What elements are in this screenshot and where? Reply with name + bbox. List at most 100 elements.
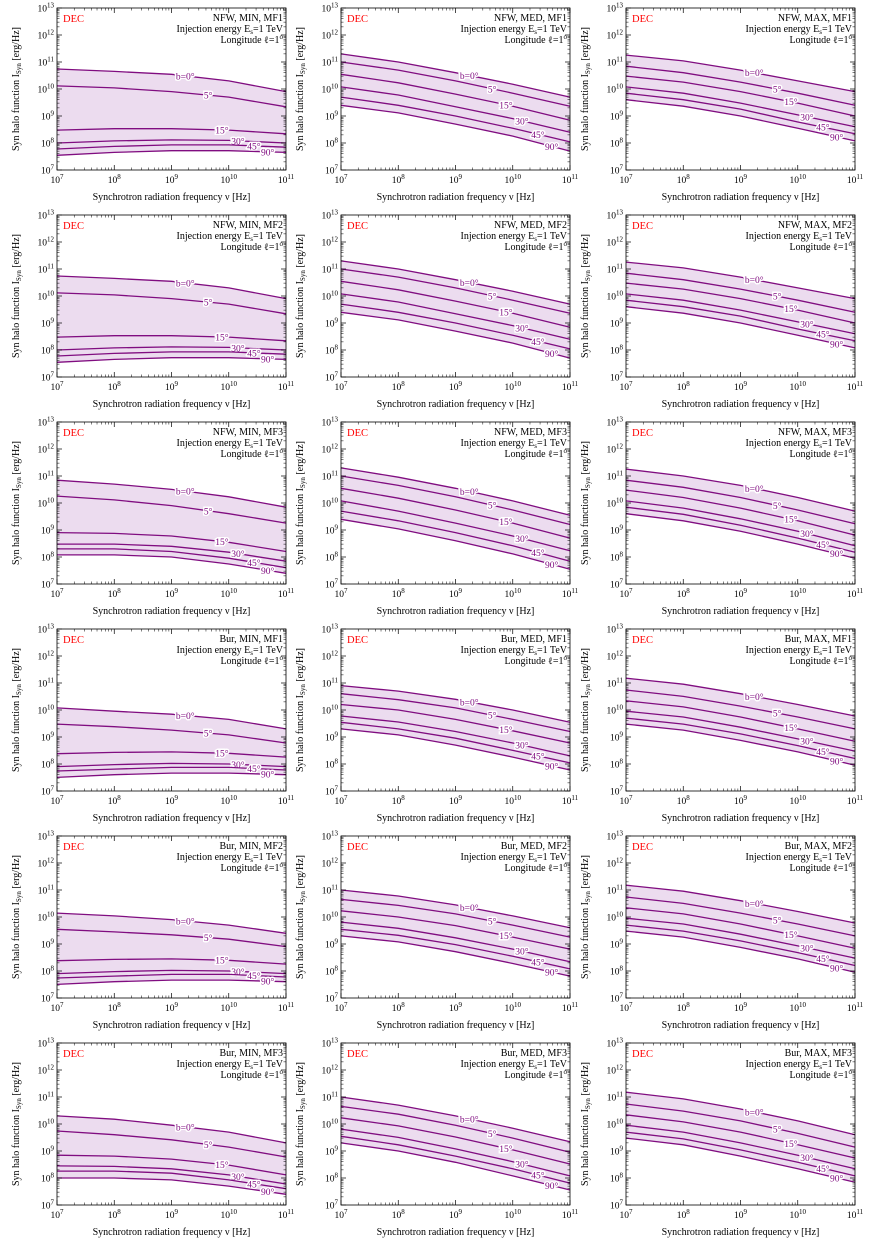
x-tick-label: 1011	[278, 173, 295, 186]
y-tick-label: 1013	[38, 209, 55, 222]
y-tick-label: 1011	[607, 677, 624, 690]
series-line	[56, 772, 287, 779]
x-tick-label: 1011	[847, 587, 864, 600]
injection-energy: Injection energy Es=1 TeV	[177, 438, 284, 450]
y-tick-label: 109	[325, 317, 339, 330]
series-label: 30°	[800, 529, 814, 540]
y-tick-label: 1013	[322, 1037, 339, 1050]
x-tick-label: 107	[335, 380, 349, 393]
series-label: 15°	[784, 723, 798, 734]
series-line	[625, 500, 856, 547]
longitude-label: Longitude ℓ=1o	[789, 1068, 852, 1081]
y-tick-label: 1011	[607, 263, 624, 276]
longitude-label: Longitude ℓ=1o	[220, 33, 283, 46]
y-tick-label: 107	[41, 992, 55, 1005]
longitude-label: Longitude ℓ=1o	[789, 654, 852, 667]
panel-title: Bur, MED, MF1	[501, 634, 567, 645]
injection-energy: Injection energy Es=1 TeV	[177, 645, 284, 657]
longitude-label: Longitude ℓ=1o	[220, 861, 283, 874]
longitude-label: Longitude ℓ=1o	[220, 1068, 283, 1081]
y-tick-label: 1011	[322, 884, 339, 897]
x-tick-label: 1011	[847, 1001, 864, 1014]
series-line	[56, 346, 287, 351]
series-line	[625, 261, 856, 300]
series-label: 45°	[247, 1179, 261, 1190]
series-line	[340, 104, 571, 152]
series-line	[340, 715, 571, 757]
dec-label: DEC	[347, 221, 368, 232]
y-tick-label: 109	[41, 317, 55, 330]
panel-title: NFW, MAX, MF3	[778, 427, 852, 438]
x-tick-label: 107	[51, 173, 65, 186]
panel-title: NFW, MIN, MF3	[213, 427, 283, 438]
y-tick-label: 109	[610, 1145, 624, 1158]
series-line	[340, 280, 571, 328]
y-tick-label: 1011	[322, 1091, 339, 1104]
y-tick-label: 1011	[607, 470, 624, 483]
series-line	[340, 1135, 571, 1184]
series-line	[56, 150, 287, 156]
series-label: 5°	[773, 501, 782, 512]
y-tick-label: 108	[325, 137, 339, 150]
injection-energy: Injection energy Es=1 TeV	[461, 438, 568, 450]
y-tick-label: 1011	[322, 263, 339, 276]
x-tick-label: 109	[734, 380, 748, 393]
x-tick-label: 1011	[562, 1208, 579, 1221]
series-label: b=0°	[745, 692, 764, 703]
y-tick-label: 1012	[322, 650, 339, 663]
series-label: b=0°	[460, 278, 479, 289]
x-tick-label: 109	[165, 794, 179, 807]
x-tick-label: 108	[392, 173, 406, 186]
series-line	[625, 99, 856, 142]
x-tick-label: 109	[449, 380, 463, 393]
dec-label: DEC	[63, 221, 84, 232]
uncertainty-band	[626, 1092, 855, 1183]
series-label: 15°	[499, 307, 513, 318]
y-axis-label: Syn halo function ISyn [erg/Hz]	[295, 1062, 307, 1186]
y-axis-label: Syn halo function ISyn [erg/Hz]	[11, 27, 23, 151]
series-line	[57, 1177, 287, 1195]
y-tick-label: 1013	[38, 416, 55, 429]
x-tick-label: 107	[335, 794, 349, 807]
y-tick-label: 109	[41, 1145, 55, 1158]
series-line	[340, 86, 571, 133]
y-tick-label: 1012	[322, 29, 339, 42]
series-label: 15°	[784, 515, 798, 526]
x-tick-label: 108	[392, 380, 406, 393]
series-label: 15°	[499, 931, 513, 942]
x-axis-label: Synchrotron radiation frequency ν [Hz]	[377, 813, 535, 824]
y-tick-label: 1010	[607, 290, 624, 303]
series-line	[340, 61, 571, 107]
injection-energy: Injection energy Es=1 TeV	[177, 852, 284, 864]
series-line	[57, 543, 287, 562]
injection-energy: Injection energy Es=1 TeV	[746, 1059, 853, 1071]
series-label: 5°	[488, 501, 497, 512]
y-tick-label: 1011	[38, 56, 55, 69]
y-tick-label: 1010	[38, 704, 55, 717]
series-label: 90°	[261, 354, 275, 365]
x-tick-label: 107	[51, 587, 65, 600]
y-tick-label: 107	[325, 371, 339, 384]
series-label: 30°	[800, 319, 814, 330]
x-tick-label: 1010	[221, 173, 238, 186]
y-tick-label: 108	[610, 965, 624, 978]
series-line	[56, 1130, 287, 1158]
series-line	[57, 554, 287, 574]
y-tick-label: 1013	[38, 623, 55, 636]
x-tick-label: 107	[51, 380, 65, 393]
injection-energy: Injection energy Es=1 TeV	[746, 231, 853, 243]
series-line	[56, 335, 287, 342]
series-label: 5°	[204, 91, 213, 102]
x-tick-label: 107	[335, 1001, 349, 1014]
y-tick-label: 107	[610, 1199, 624, 1212]
series-label: 45°	[531, 751, 545, 762]
x-axis-label: Synchrotron radiation frequency ν [Hz]	[377, 1020, 535, 1031]
x-tick-label: 109	[165, 173, 179, 186]
series-label: 15°	[215, 1160, 229, 1171]
